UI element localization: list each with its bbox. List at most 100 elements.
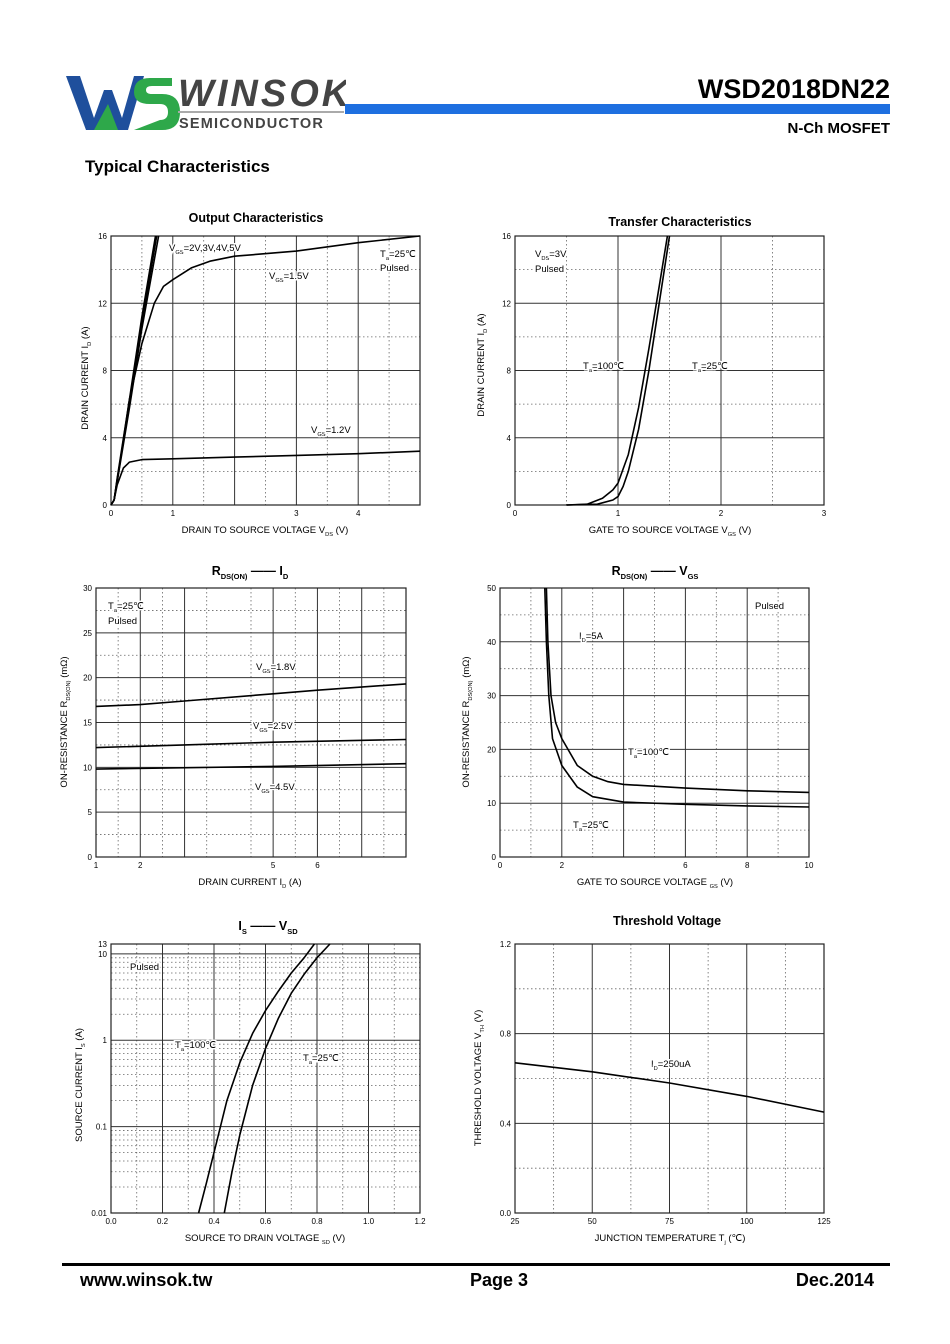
x-tick-label: 8 bbox=[745, 861, 750, 870]
label-text: GATE TO SOURCE VOLTAGE V bbox=[589, 525, 729, 536]
chart-annotation: ID=250uA bbox=[651, 1059, 691, 1072]
label-text: T bbox=[692, 361, 698, 372]
y-tick-label: 15 bbox=[83, 719, 92, 728]
header-accent-bar bbox=[345, 104, 890, 114]
logo-subtitle: SEMICONDUCTOR bbox=[179, 116, 324, 132]
label-text: JUNCTION TEMPERATURE T bbox=[595, 1233, 725, 1244]
label-text: (℃) bbox=[726, 1233, 746, 1244]
subscript: DS(ON) bbox=[66, 680, 72, 700]
chart-annotation: VGS=2.5V bbox=[253, 721, 293, 734]
label-text: Transfer Characteristics bbox=[608, 215, 751, 229]
section-title: Typical Characteristics bbox=[85, 157, 270, 176]
label-text: DRAIN CURRENT I bbox=[80, 346, 91, 430]
x-tick-label: 0.0 bbox=[105, 1217, 117, 1226]
subscript: SD bbox=[322, 1240, 330, 1246]
y-axis-label: DRAIN CURRENT ID (A) bbox=[476, 313, 489, 416]
label-text: Pulsed bbox=[380, 263, 409, 274]
chart-title: Transfer Characteristics bbox=[608, 215, 751, 229]
chart-annotation: Pulsed bbox=[535, 264, 564, 275]
x-tick-label: 6 bbox=[683, 861, 688, 870]
label-text: GATE TO SOURCE VOLTAGE bbox=[577, 877, 710, 888]
y-tick-label: 25 bbox=[83, 629, 92, 638]
chart-title: RDS(ON) —— ID bbox=[212, 564, 289, 581]
x-tick-label: 0 bbox=[109, 509, 114, 518]
label-text: T bbox=[380, 249, 386, 260]
y-tick-label: 0.8 bbox=[500, 1030, 512, 1039]
y-axis-label: SOURCE CURRENT IS (A) bbox=[74, 1028, 87, 1142]
chart-annotation: Ta=25℃ bbox=[380, 249, 416, 262]
subscript: D bbox=[282, 884, 286, 890]
label-text: (V) bbox=[473, 1010, 484, 1025]
chart-annotation: VGS=4.5V bbox=[255, 782, 295, 795]
label-text: V bbox=[535, 249, 542, 260]
y-axis-label: ON-RESISTANCE RDS(ON) (mΩ) bbox=[461, 656, 474, 787]
subscript: a bbox=[309, 1060, 313, 1066]
subscript: a bbox=[579, 827, 583, 833]
y-tick-label: 20 bbox=[83, 674, 92, 683]
label-text: =2V,3V,4V,5V bbox=[184, 243, 242, 254]
y-tick-label: 10 bbox=[98, 950, 107, 959]
label-text: =25℃ bbox=[582, 820, 609, 831]
chart-annotation: VGS=1.5V bbox=[269, 271, 309, 284]
y-tick-label: 0 bbox=[88, 853, 93, 862]
label-text: V bbox=[269, 271, 276, 282]
chart-6: 25 50 75 100 125 0.0 0.4 0.8 1.2 ID=250uA Threshol… bbox=[473, 914, 831, 1246]
chart-annotation: Pulsed bbox=[380, 263, 409, 274]
series-line bbox=[95, 738, 407, 749]
label-text: V bbox=[256, 662, 263, 673]
subscript: GS bbox=[175, 250, 183, 256]
subscript: GS bbox=[710, 884, 718, 890]
chart-annotation: Ta=100℃ bbox=[628, 747, 669, 760]
winsok-logo: WINSOK SEMICONDUCTOR bbox=[66, 73, 346, 132]
x-tick-label: 25 bbox=[511, 1217, 520, 1226]
subscript: GS bbox=[275, 278, 283, 284]
label-text: —— V bbox=[647, 564, 688, 578]
x-tick-label: 2 bbox=[719, 509, 724, 518]
x-tick-label: 1 bbox=[94, 861, 99, 870]
label-text: T bbox=[573, 820, 579, 831]
label-text: V bbox=[255, 782, 262, 793]
series-line bbox=[110, 235, 421, 506]
label-text: DRAIN TO SOURCE VOLTAGE V bbox=[182, 525, 326, 536]
label-text: (A) bbox=[80, 326, 91, 341]
chart-annotation: Pulsed bbox=[130, 962, 159, 973]
y-tick-label: 1 bbox=[103, 1036, 108, 1045]
x-tick-label: 3 bbox=[294, 509, 299, 518]
label-text: =100℃ bbox=[184, 1040, 216, 1051]
x-tick-label: 6 bbox=[315, 861, 320, 870]
y-tick-label: 0 bbox=[492, 853, 497, 862]
y-tick-label: 50 bbox=[487, 584, 496, 593]
chart-4: 0 2 6 8 1001020304050PulsedID=5ATa=100℃Ta=25… bbox=[461, 564, 814, 890]
logo-triangle bbox=[94, 104, 118, 130]
label-text: =5A bbox=[586, 631, 604, 642]
y-tick-label: 0 bbox=[507, 501, 512, 510]
subscript: a bbox=[386, 256, 390, 262]
label-text: (A) bbox=[286, 877, 301, 888]
x-tick-label: 2 bbox=[138, 861, 143, 870]
footer-page: Page 3 bbox=[470, 1270, 529, 1290]
x-tick-label: 50 bbox=[588, 1217, 597, 1226]
subscript: S bbox=[242, 927, 247, 936]
x-axis-label: JUNCTION TEMPERATURE Tj (℃) bbox=[595, 1233, 746, 1246]
label-text: I bbox=[651, 1059, 654, 1070]
label-text: =25℃ bbox=[389, 249, 416, 260]
subscript: GS bbox=[261, 789, 269, 795]
chart-annotation: VGS=1.8V bbox=[256, 662, 296, 675]
chart-annotation: VGS=1.2V bbox=[311, 425, 351, 438]
subscript: GS bbox=[259, 728, 267, 734]
label-text: =100℃ bbox=[592, 361, 624, 372]
subscript: D bbox=[654, 1066, 658, 1072]
label-text: ON-RESISTANCE R bbox=[461, 701, 472, 788]
label-text: T bbox=[175, 1040, 181, 1051]
y-tick-label: 0.01 bbox=[91, 1209, 107, 1218]
x-tick-label: 100 bbox=[740, 1217, 754, 1226]
label-text: (mΩ) bbox=[461, 656, 472, 680]
footer-website[interactable]: www.winsok.tw bbox=[80, 1270, 213, 1290]
footer-divider bbox=[62, 1263, 890, 1266]
chart-annotation: ID=5A bbox=[579, 631, 604, 644]
logo-w-shape bbox=[66, 76, 144, 130]
label-text: Threshold Voltage bbox=[613, 914, 721, 928]
label-text: (V) bbox=[330, 1233, 345, 1244]
